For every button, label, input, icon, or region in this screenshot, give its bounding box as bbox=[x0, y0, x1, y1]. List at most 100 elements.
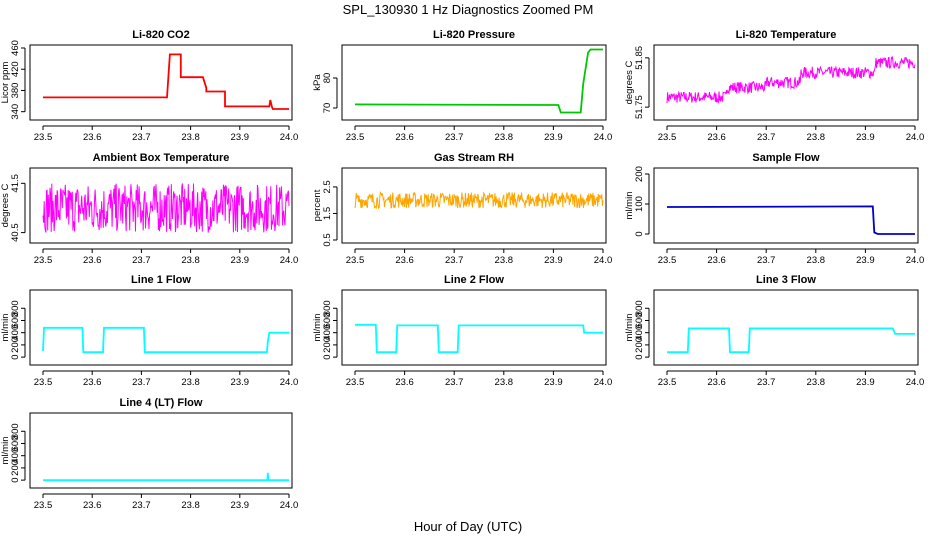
x-tick-label: 23.5 bbox=[346, 255, 365, 266]
y-axis-label: ml/min bbox=[624, 314, 635, 342]
panel-title: Sample Flow bbox=[752, 152, 820, 164]
x-tick-label: 23.5 bbox=[658, 255, 677, 266]
panel-title: Ambient Box Temperature bbox=[93, 152, 230, 164]
x-tick-label: 23.9 bbox=[544, 132, 563, 143]
x-tick-label: 23.8 bbox=[181, 500, 200, 511]
y-tick-label: 600 bbox=[10, 436, 21, 452]
x-tick-label: 23.7 bbox=[132, 500, 151, 511]
x-tick-label: 23.9 bbox=[856, 377, 875, 388]
x-tick-label: 23.8 bbox=[495, 132, 514, 143]
y-tick-label: 41.5 bbox=[10, 174, 21, 193]
x-tick-label: 23.8 bbox=[495, 255, 514, 266]
y-tick-label: 460 bbox=[10, 40, 21, 56]
y-tick-label: 600 bbox=[322, 313, 333, 329]
panel-2: Li-820 Pressure 23.5 23.6 23.7 23.8 23.9 24.0 7… bbox=[312, 29, 612, 143]
series-line bbox=[42, 183, 290, 233]
x-tick-label: 23.5 bbox=[34, 132, 53, 143]
y-tick-label: 600 bbox=[10, 313, 21, 329]
y-tick-label: 400 bbox=[10, 325, 21, 341]
plot-frame bbox=[341, 167, 607, 244]
panel-5: Gas Stream RH 23.5 23.6 23.7 23.8 23.9 24.0 0.5… bbox=[312, 152, 612, 266]
series-line bbox=[42, 326, 289, 354]
y-tick-label: 0 bbox=[634, 354, 645, 359]
x-tick-label: 23.9 bbox=[231, 132, 250, 143]
x-tick-label: 23.8 bbox=[807, 132, 826, 143]
panel-title: Gas Stream RH bbox=[434, 152, 514, 164]
y-tick-label: 200 bbox=[634, 166, 645, 182]
series-line bbox=[43, 53, 289, 110]
plot-frame bbox=[341, 289, 607, 366]
y-tick-label: 51.75 bbox=[634, 95, 645, 119]
y-tick-label: 2.5 bbox=[322, 180, 333, 193]
x-tick-label: 24.0 bbox=[280, 377, 299, 388]
y-tick-label: 0 bbox=[634, 231, 645, 236]
panel-title: Line 4 (LT) Flow bbox=[120, 397, 203, 409]
y-axis-label: ml/min bbox=[624, 192, 635, 220]
y-axis-label: ml/min bbox=[312, 314, 323, 342]
y-tick-label: 800 bbox=[634, 300, 645, 316]
y-tick-label: 40.5 bbox=[10, 223, 21, 242]
plot-frame bbox=[29, 44, 293, 121]
series-line bbox=[355, 323, 603, 354]
series-line bbox=[666, 205, 915, 235]
y-tick-label: 600 bbox=[634, 313, 645, 329]
x-tick-label: 23.6 bbox=[395, 255, 414, 266]
plot-frame bbox=[653, 289, 919, 366]
x-tick-label: 23.6 bbox=[707, 255, 726, 266]
x-tick-label: 23.6 bbox=[83, 500, 102, 511]
figure-title: SPL_130930 1 Hz Diagnostics Zoomed PM bbox=[343, 2, 594, 17]
x-tick-label: 24.0 bbox=[594, 255, 613, 266]
series-line bbox=[354, 48, 603, 114]
y-tick-label: 800 bbox=[10, 300, 21, 316]
x-tick-label: 23.5 bbox=[34, 500, 53, 511]
x-tick-label: 23.6 bbox=[83, 255, 102, 266]
panel-7: Line 1 Flow 23.5 23.6 23.7 23.8 23.9 24.0 02004… bbox=[0, 274, 298, 388]
y-tick-label: 80 bbox=[322, 73, 333, 84]
x-tick-label: 23.5 bbox=[658, 377, 677, 388]
series-line bbox=[667, 327, 915, 354]
x-tick-label: 24.0 bbox=[906, 132, 925, 143]
x-tick-label: 23.5 bbox=[346, 132, 365, 143]
x-tick-label: 23.8 bbox=[181, 255, 200, 266]
x-tick-label: 24.0 bbox=[280, 132, 299, 143]
x-tick-label: 23.5 bbox=[658, 132, 677, 143]
series-line bbox=[43, 472, 289, 481]
series-line bbox=[354, 190, 604, 210]
panel-title: Li-820 CO2 bbox=[132, 29, 189, 41]
y-tick-label: 200 bbox=[10, 460, 21, 476]
x-tick-label: 23.7 bbox=[757, 255, 776, 266]
x-tick-label: 23.5 bbox=[34, 255, 53, 266]
x-tick-label: 23.9 bbox=[544, 377, 563, 388]
y-axis-label: degrees C bbox=[0, 183, 11, 227]
panel-1: Li-820 CO2 23.5 23.6 23.7 23.8 23.9 24.0 340 380… bbox=[0, 29, 298, 143]
panel-6: Sample Flow 23.5 23.6 23.7 23.8 23.9 24.0 0 100 2… bbox=[624, 152, 924, 266]
y-axis-label: ml/min bbox=[0, 437, 11, 465]
x-tick-label: 24.0 bbox=[280, 500, 299, 511]
panel-4: Ambient Box Temperature 23.5 23.6 23.7 23.8 2… bbox=[0, 152, 298, 266]
y-axis-label: degrees C bbox=[624, 60, 635, 104]
y-axis-label: Licor ppm bbox=[0, 62, 11, 104]
panel-8: Line 2 Flow 23.5 23.6 23.7 23.8 23.9 24.0 02004… bbox=[312, 274, 612, 388]
panel-title: Li-820 Pressure bbox=[433, 29, 515, 41]
y-tick-label: 340 bbox=[10, 104, 21, 120]
y-tick-label: 380 bbox=[10, 83, 21, 99]
x-tick-label: 24.0 bbox=[280, 255, 299, 266]
y-tick-label: 70 bbox=[322, 103, 333, 114]
x-tick-label: 23.7 bbox=[757, 132, 776, 143]
y-tick-label: 0 bbox=[10, 477, 21, 482]
x-tick-label: 23.6 bbox=[83, 377, 102, 388]
x-tick-label: 23.8 bbox=[181, 377, 200, 388]
x-tick-label: 23.9 bbox=[544, 255, 563, 266]
plot-frame bbox=[341, 44, 607, 121]
figure-xlabel: Hour of Day (UTC) bbox=[414, 519, 522, 534]
panel-title: Line 2 Flow bbox=[444, 274, 504, 286]
x-tick-label: 23.7 bbox=[445, 377, 464, 388]
y-tick-label: 400 bbox=[634, 325, 645, 341]
x-tick-label: 23.8 bbox=[807, 255, 826, 266]
x-tick-label: 23.9 bbox=[856, 255, 875, 266]
x-tick-label: 23.9 bbox=[231, 255, 250, 266]
x-tick-label: 24.0 bbox=[594, 132, 613, 143]
x-tick-label: 23.6 bbox=[83, 132, 102, 143]
x-tick-label: 23.6 bbox=[707, 377, 726, 388]
y-tick-label: 200 bbox=[10, 337, 21, 353]
